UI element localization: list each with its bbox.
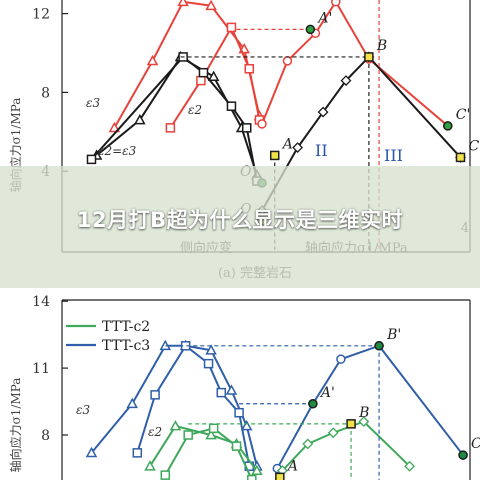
bottom-series-5-point [302, 438, 314, 450]
top-series-4-point [241, 123, 252, 133]
bottom-series-1-point [132, 448, 143, 458]
top-series-5-point [317, 106, 329, 118]
top-series-2-point [331, 0, 341, 7]
bottom-series-4-point [183, 430, 193, 440]
top-key-point-label: C' [456, 107, 471, 123]
top-series-2-point [282, 56, 293, 66]
bottom-series-2-line [276, 344, 464, 469]
overlay-banner-title: 12月打B超为什么显示是三维实时 [76, 208, 404, 232]
top-series-5-point [340, 75, 352, 86]
bottom-series-group [85, 339, 468, 480]
bottom-y-axis: 8 11 14 [32, 294, 68, 444]
top-series-1-point [226, 22, 237, 33]
top-key-point-label: A' [316, 10, 332, 26]
top-series-0-point [177, 0, 189, 7]
top-series-4-point [226, 101, 237, 111]
top-key-point-marker [443, 121, 453, 131]
top-series-1-point [196, 75, 206, 86]
bottom-series-0-point [85, 446, 98, 458]
bottom-series-4-point [231, 441, 242, 451]
bottom-series-5-point [404, 460, 416, 472]
bottom-series-4-point [208, 423, 219, 434]
top-y-tick-label: 12 [32, 7, 50, 23]
bottom-y-axis-label: 轴向应力σ1/MPa [8, 378, 23, 473]
bottom-series-1-point [234, 407, 244, 418]
bottom-series-0-line [90, 344, 258, 467]
top-series-0-point [108, 121, 121, 133]
top-series-0-point [146, 54, 159, 66]
bottom-key-point-marker [346, 419, 356, 429]
bottom-y-axis-label-text: 轴向应力σ1/MPa [8, 378, 23, 473]
bottom-annotation: ε2 [148, 425, 162, 439]
bottom-series-4-point [160, 470, 171, 480]
top-annotation: III [384, 146, 403, 165]
bottom-series-3-point [205, 428, 217, 440]
bottom-series-5-point [327, 427, 339, 439]
top-key-point-marker [364, 52, 374, 62]
overlay-banner [0, 166, 480, 288]
top-series-0-point [205, 0, 217, 11]
top-series-1-point [165, 123, 176, 133]
top-series-1-point [244, 64, 255, 74]
top-annotation: ε2=ε3 [98, 144, 137, 158]
top-annotation: ε2 [188, 103, 202, 117]
bottom-y-tick-label: 11 [32, 361, 50, 377]
bottom-series-3-point [144, 460, 156, 471]
bottom-key-point-marker [374, 341, 384, 351]
bottom-annotations: B' A' B C' Aε3 ε2 [76, 327, 480, 480]
bottom-key-point-label: C' [471, 436, 480, 452]
top-series-3-point [207, 70, 220, 81]
top-y-axis: 4812 [32, 7, 68, 180]
top-key-point-marker [269, 150, 280, 161]
bottom-key-point-label: A' [319, 385, 335, 401]
bottom-series-2-point [336, 354, 346, 364]
bottom-series-3-point [251, 464, 263, 476]
bottom-series-0-point [205, 344, 217, 355]
bottom-series-4-point [247, 474, 257, 480]
top-key-point-marker [305, 24, 316, 35]
bottom-series-0-point [225, 384, 238, 395]
top-annotation: II [315, 141, 328, 160]
bottom-series-0-point [126, 397, 138, 409]
bottom-series-3-point [169, 420, 182, 431]
top-annotation: ε3 [86, 96, 100, 110]
top-series-3-point [134, 113, 146, 125]
top-series-2-point [257, 119, 267, 129]
top-series-5-line [261, 55, 462, 212]
top-series-5-point [292, 142, 304, 153]
top-key-point-marker [455, 152, 466, 163]
bottom-annotation: ε3 [76, 403, 90, 417]
bottom-series-5-point [358, 416, 370, 428]
top-key-point-label: C [469, 138, 480, 154]
bottom-key-point-label: A [286, 458, 298, 474]
bottom-y-tick-label: 14 [32, 294, 50, 310]
top-series-4-point [198, 67, 209, 78]
bottom-series-1-point [216, 387, 227, 398]
legend-label: TTT-c2 [102, 319, 150, 335]
top-series-4-line [90, 55, 258, 182]
bottom-series-0-point [240, 420, 253, 431]
bottom-key-point-label: B' [386, 327, 401, 343]
top-series-0-line [113, 0, 261, 129]
bottom-key-point-marker [458, 450, 468, 460]
bottom-legend: TTT-c2 TTT-c3 [66, 319, 150, 354]
bottom-series-1-point [150, 390, 160, 400]
bottom-series-1-point [203, 358, 214, 369]
bottom-key-point-marker [308, 399, 318, 409]
legend-label: TTT-c3 [102, 338, 150, 354]
bottom-y-tick-label: 8 [41, 428, 50, 444]
top-key-point-label: A [281, 136, 293, 152]
bottom-plot-area [61, 299, 471, 480]
top-key-point-label: B [376, 38, 387, 54]
bottom-series-5-line [281, 420, 411, 472]
bottom-key-point-label: B [358, 405, 369, 421]
top-series-4-point [86, 154, 97, 165]
bottom-key-point-marker [275, 472, 285, 480]
top-y-tick-label: 8 [41, 85, 50, 101]
